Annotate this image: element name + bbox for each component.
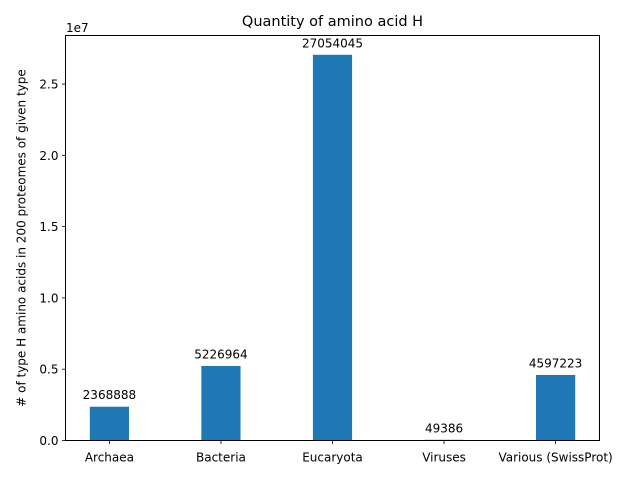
bars-group — [89, 54, 576, 441]
bar-1 — [201, 365, 241, 441]
y-ticks-group: 0.0 0.5 1.0 1.5 2.0 2.5 — [39, 78, 66, 448]
y-tick-label-3: 1.5 — [39, 220, 58, 234]
y-tick-label-1: 0.5 — [39, 363, 58, 377]
y-axis-label: # of type H amino acids in 200 proteomes… — [15, 69, 29, 407]
bar-2 — [312, 54, 353, 441]
chart-title: Quantity of amino acid H — [242, 14, 423, 30]
data-label-0: 2368888 — [83, 388, 136, 402]
y-axis-offset-label: 1e7 — [66, 21, 89, 35]
x-tick-label-2: Eucaryota — [302, 451, 363, 465]
bar-0 — [89, 406, 129, 441]
data-label-2: 27054045 — [302, 36, 363, 50]
x-tick-label-4: Various (SwissProt) — [498, 451, 612, 465]
x-tick-label-3: Viruses — [422, 451, 466, 465]
x-tick-label-0: Archaea — [85, 451, 134, 465]
data-label-3: 49386 — [425, 421, 463, 435]
y-tick-label-4: 2.0 — [39, 149, 58, 163]
data-label-4: 4597223 — [529, 356, 582, 370]
x-ticks-group: Archaea Bacteria Eucaryota Viruses Various (… — [85, 440, 613, 465]
data-label-1: 5226964 — [194, 347, 247, 361]
y-tick-label-0: 0.0 — [39, 434, 58, 448]
plot-frame — [65, 35, 600, 441]
y-tick-label-5: 2.5 — [39, 78, 58, 92]
y-tick-label-2: 1.0 — [39, 291, 58, 305]
data-labels-group: 2368888 5226964 27054045 49386 4597223 — [83, 36, 583, 435]
bar-4 — [536, 374, 576, 441]
x-tick-label-1: Bacteria — [196, 451, 246, 465]
